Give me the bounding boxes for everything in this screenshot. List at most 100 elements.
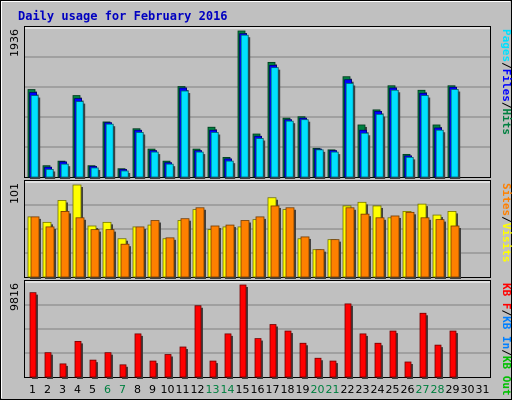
- bar-kb-f-5: [89, 359, 97, 378]
- bar-sites-4: [75, 217, 85, 278]
- bar-sites-8: [135, 226, 145, 278]
- bar-pages-13: [210, 132, 219, 178]
- legend-2: Sites/Visits: [500, 183, 512, 263]
- bar-sites-11: [180, 218, 190, 278]
- bar-pages-26: [405, 156, 414, 178]
- bar-pages-22: [345, 83, 354, 178]
- x-label-2: 2: [44, 383, 51, 396]
- legend-item: /: [500, 62, 512, 69]
- bar-sites-6: [105, 229, 115, 278]
- bar-pages-6: [105, 123, 114, 178]
- bar-pages-2: [45, 169, 54, 178]
- x-label-29: 29: [446, 383, 460, 396]
- x-label-22: 22: [341, 383, 355, 396]
- bar-sites-28: [435, 219, 445, 278]
- scale-label-kb: 9816: [8, 283, 21, 311]
- panels: [24, 26, 491, 379]
- panel-hits-files-pages: [24, 26, 491, 179]
- x-label-11: 11: [176, 383, 190, 396]
- x-label-12: 12: [191, 383, 205, 396]
- x-label-19: 19: [296, 383, 310, 396]
- x-label-15: 15: [236, 383, 250, 396]
- x-label-1: 1: [29, 383, 36, 396]
- bar-kb-f-24: [374, 342, 382, 378]
- bar-pages-14: [225, 160, 234, 178]
- bar-pages-18: [285, 120, 294, 178]
- bar-sites-1: [30, 216, 40, 278]
- bar-sites-27: [420, 217, 430, 278]
- panel-visits-sites: [24, 180, 491, 279]
- x-label-8: 8: [134, 383, 141, 396]
- bar-pages-1: [30, 95, 39, 178]
- bar-pages-11: [180, 90, 189, 178]
- x-label-20: 20: [311, 383, 325, 396]
- bar-pages-25: [390, 89, 399, 178]
- scale-labels: 1936 101 9816: [8, 29, 21, 311]
- x-label-3: 3: [59, 383, 66, 396]
- bar-kb-f-28: [434, 344, 442, 378]
- bar-sites-29: [450, 225, 460, 278]
- bar-kb-f-12: [194, 305, 202, 378]
- bar-pages-15: [240, 34, 249, 178]
- x-label-17: 17: [266, 383, 280, 396]
- bar-kb-f-10: [164, 354, 172, 378]
- bar-sites-10: [165, 237, 175, 278]
- legend-item: Files: [500, 69, 512, 102]
- bar-sites-16: [255, 216, 265, 278]
- legend-item: /: [500, 310, 512, 317]
- bar-pages-27: [420, 95, 429, 178]
- bar-pages-28: [435, 129, 444, 178]
- bar-sites-15: [240, 220, 250, 278]
- x-label-9: 9: [149, 383, 156, 396]
- bar-kb-f-17: [269, 324, 277, 378]
- panel-kb: [24, 280, 491, 379]
- legend-item: /: [500, 349, 512, 356]
- legend-item: KB In: [500, 316, 512, 349]
- bar-sites-24: [375, 217, 385, 278]
- bar-kb-f-11: [179, 346, 187, 378]
- x-label-4: 4: [74, 383, 81, 396]
- chart-title: Daily usage for February 2016: [18, 9, 228, 23]
- x-label-31: 31: [476, 383, 490, 396]
- bar-kb-f-20: [314, 357, 322, 378]
- bar-kb-f-2: [44, 352, 52, 378]
- bar-pages-5: [90, 167, 99, 178]
- bar-kb-f-15: [239, 284, 247, 378]
- bar-kb-f-9: [149, 360, 157, 378]
- bar-kb-f-6: [104, 352, 112, 378]
- bar-kb-f-29: [449, 330, 457, 378]
- legend-3: KB F/KB In/KB Out: [500, 283, 512, 396]
- x-axis-labels: 1 2 3 4 5 6 7 8 9 10 11 12 13 14 15 16 17 18 19 20 21 22 23 24 2…: [29, 383, 490, 396]
- bar-sites-13: [210, 225, 220, 278]
- bar-pages-19: [300, 119, 309, 178]
- bar-sites-19: [300, 236, 310, 278]
- legend-item: /: [500, 216, 512, 223]
- legend-item: Pages: [500, 29, 512, 62]
- bar-sites-18: [285, 207, 295, 278]
- bar-kb-f-23: [359, 333, 367, 378]
- bar-sites-5: [90, 229, 100, 278]
- bar-kb-f-4: [74, 340, 82, 378]
- bar-pages-17: [270, 67, 279, 178]
- x-label-30: 30: [461, 383, 475, 396]
- bar-pages-7: [120, 170, 129, 178]
- bar-pages-20: [315, 149, 324, 178]
- bar-pages-10: [165, 163, 174, 178]
- bar-sites-23: [360, 213, 370, 278]
- bar-pages-12: [195, 151, 204, 178]
- x-label-27: 27: [416, 383, 430, 396]
- legend-item: /: [500, 102, 512, 109]
- bar-sites-26: [405, 211, 415, 278]
- bar-pages-21: [330, 151, 339, 178]
- bar-kb-f-21: [329, 360, 337, 378]
- bar-pages-24: [375, 114, 384, 178]
- bar-kb-f-13: [209, 360, 217, 378]
- x-label-28: 28: [431, 383, 445, 396]
- bar-sites-25: [390, 215, 400, 278]
- legend-item: KB F: [500, 283, 512, 310]
- scale-label-visits-sites: 101: [8, 183, 21, 204]
- x-label-23: 23: [356, 383, 370, 396]
- bar-sites-9: [150, 220, 160, 278]
